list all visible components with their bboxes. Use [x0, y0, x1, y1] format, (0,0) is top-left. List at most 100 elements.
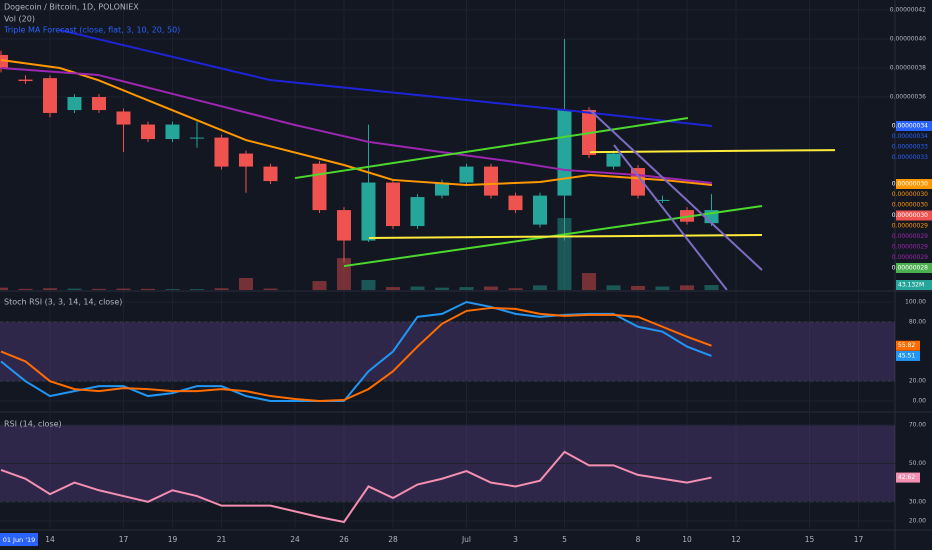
x-tick-label: 19 [168, 535, 178, 544]
y-tick-label: 0.00000042 [890, 7, 926, 14]
overlay-line [368, 234, 762, 239]
x-tick-label: 10 [682, 535, 692, 544]
price-badge-bg [896, 210, 932, 221]
candle-body [140, 124, 155, 140]
overlay-line [613, 144, 728, 290]
candle-body [67, 97, 82, 111]
volume-bar [532, 285, 547, 290]
price-badge: 0.00000030 [892, 179, 932, 189]
volume-bar [336, 258, 351, 290]
x-tick-label: 8 [636, 535, 641, 544]
overlay-line [589, 109, 763, 271]
stoch-title: Stoch RSI (3, 3, 14, 14, close) [4, 298, 122, 307]
volume-bar [91, 288, 106, 290]
price-badge-text: 0.00000030 [892, 202, 928, 209]
candle-body [91, 97, 106, 111]
price-badge: 0.00000029 [892, 244, 928, 251]
price-badge-text: 0.00000029 [892, 223, 928, 230]
overlay-line [294, 117, 689, 180]
candle-body [214, 137, 229, 167]
value-badge: 55.82 [896, 340, 920, 351]
price-badge-text: 0.00000033 [892, 144, 928, 151]
volume-bar [312, 281, 327, 290]
volume-bar [263, 288, 278, 290]
x-tick-label: 17 [854, 535, 864, 544]
x-tick-label: 14 [45, 535, 55, 544]
y-tick-label: 20.00 [909, 378, 926, 385]
x-tick-label: Jul [461, 535, 471, 544]
price-badge-text: 0.00000029 [892, 233, 928, 240]
rsi-title: RSI (14, close) [4, 420, 62, 429]
overlay-line [0, 59, 713, 187]
volume-bar [18, 288, 33, 290]
candle-body [483, 166, 498, 196]
y-tick-label: 50.00 [909, 460, 926, 467]
volume-bar [606, 285, 621, 290]
volume-bar [67, 288, 82, 290]
price-badge: 0.00000034 [892, 121, 932, 131]
y-tick-label: 100.00 [905, 299, 926, 306]
y-tick-label: 80.00 [909, 318, 926, 325]
volume-bar [165, 289, 180, 290]
overlay-line [59, 29, 713, 127]
candle-body [434, 182, 449, 196]
volume-bar [679, 285, 694, 290]
candle-body [532, 195, 547, 225]
candle-body [361, 182, 376, 241]
price-badge: 0.00000030 [892, 210, 932, 221]
price-badge: 0.00000029 [892, 254, 928, 261]
volume-badge: 43.132M [896, 280, 932, 290]
axes: 14 17 19 21 24 26 28 Jul 3 5 8 10 12 15 17 01 Jun '19 0.… [0, 7, 932, 546]
value-badge-text: 55.82 [898, 342, 915, 349]
price-badge-text: 0.00000028 [892, 265, 928, 272]
price-badge: 0.00000034 [892, 133, 928, 140]
candle-body [385, 182, 400, 227]
price-badge-text: 0.00000030 [892, 191, 928, 198]
x-tick-label: 3 [513, 535, 518, 544]
y-tick-label: 0.00000036 [890, 94, 926, 101]
overlay-line [589, 149, 835, 154]
value-badge-bg [896, 472, 920, 483]
cursor-badge [0, 533, 38, 546]
candle-body [238, 153, 253, 167]
series-line [0, 450, 712, 524]
volume-bar [483, 286, 498, 290]
price-badge-text: 0.00000030 [892, 181, 928, 188]
y-tick-label: 0.00 [913, 398, 927, 405]
price-badge-bg [896, 121, 932, 131]
volume-bar [214, 288, 229, 290]
x-tick-label: 21 [217, 535, 227, 544]
x-tick-label: 26 [339, 535, 349, 544]
volume-bar [655, 286, 670, 290]
volume-bar [140, 288, 155, 290]
candle-body [336, 210, 351, 241]
stoch-pane [0, 292, 895, 411]
main-pane [0, 0, 895, 290]
volume-bar [42, 288, 57, 290]
volume-bar [0, 287, 8, 290]
forecast-title: Triple MA Forecast (close, flat, 3, 10, … [3, 26, 180, 35]
volume-bar [704, 284, 719, 290]
candle-body [165, 124, 180, 140]
volume-title: Vol (20) [4, 15, 35, 24]
volume-bar [459, 287, 474, 290]
y-tick-label: 70.00 [909, 422, 926, 429]
price-badge-text: 0.00000029 [892, 254, 928, 261]
price-badge: 0.00000030 [892, 191, 928, 198]
volume-badge-text: 43.132M [898, 282, 924, 289]
price-badge: 0.00000030 [892, 202, 928, 209]
price-badge-text: 0.00000030 [892, 212, 928, 219]
candle-body [312, 163, 327, 211]
x-tick-label: 28 [388, 535, 398, 544]
y-tick-label: 0.00000038 [890, 65, 926, 72]
price-badge-text: 0.00000034 [892, 133, 928, 140]
x-tick-label: 12 [731, 535, 741, 544]
price-badge: 0.00000029 [892, 223, 928, 230]
series-line [0, 306, 712, 403]
x-tick-label: 17 [119, 535, 129, 544]
chart-title: Dogecoin / Bitcoin, 1D, POLONIEX [4, 3, 139, 12]
volume-bar [508, 288, 523, 290]
price-badge: 0.00000033 [892, 144, 928, 151]
candle-body [410, 197, 425, 227]
value-badge-text: 45.51 [898, 352, 915, 359]
